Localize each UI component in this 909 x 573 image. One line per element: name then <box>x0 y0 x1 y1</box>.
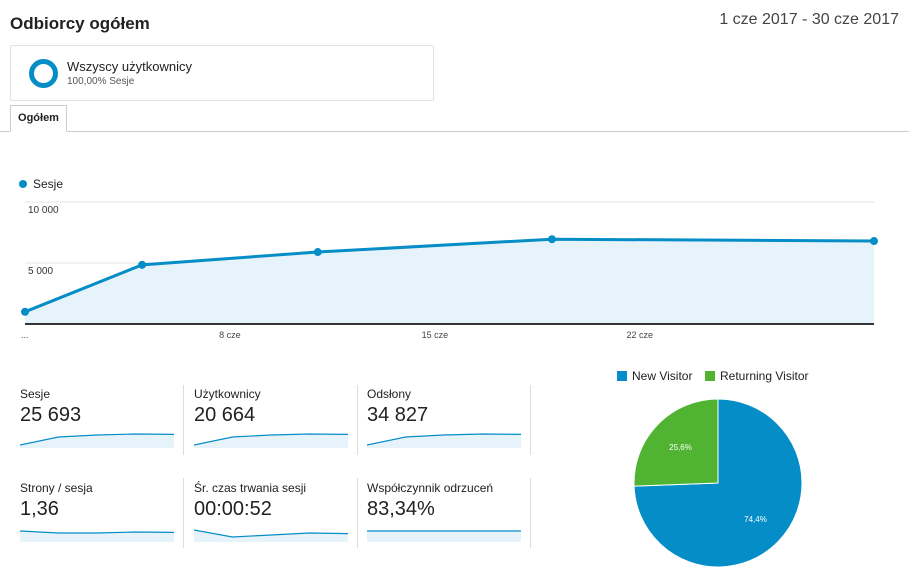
segment-name: Wszyscy użytkownicy <box>67 59 192 74</box>
metric-value: 83,34% <box>367 498 435 520</box>
metric-value: 1,36 <box>20 498 59 520</box>
x-tick-label: 8 cze <box>219 330 241 340</box>
metric-divider <box>530 478 531 548</box>
data-point <box>870 237 878 246</box>
sparkline-line <box>194 433 349 446</box>
sparkline-line <box>367 433 522 446</box>
metric-label: Współczynnik odrzuceń <box>367 481 494 495</box>
metric-label: Sesje <box>20 387 51 401</box>
pie-legend-new-label: New Visitor <box>632 369 693 383</box>
pie-slice <box>633 398 803 568</box>
sparkline-line <box>20 530 175 534</box>
metric-card[interactable]: Sesje 25 693 <box>20 387 194 469</box>
sparkline-fill <box>367 531 521 542</box>
data-point <box>21 307 29 316</box>
sparkline-line <box>20 433 175 446</box>
pie-legend-new: New Visitor <box>617 369 692 383</box>
sparkline <box>194 529 349 542</box>
donut-icon <box>29 59 58 88</box>
metric-value: 20 664 <box>194 404 256 426</box>
metric-label: Użytkownicy <box>194 387 261 401</box>
x-tick-label: ... <box>21 330 29 340</box>
metric-divider <box>183 385 184 455</box>
sparkline-fill <box>194 530 348 542</box>
pie-slice <box>633 398 719 487</box>
tab-overview[interactable]: Ogółem <box>10 105 67 132</box>
page-title: Odbiorcy ogółem <box>10 14 150 33</box>
swatch-new-icon <box>617 371 627 381</box>
sparkline-fill <box>367 434 521 448</box>
pie-legend-returning: Returning Visitor <box>705 369 809 383</box>
tab-divider <box>0 131 909 132</box>
visitor-pie-chart: 74,4% 25,6% <box>633 398 803 568</box>
pie-legend-returning-label: Returning Visitor <box>720 369 809 383</box>
legend-label: Sesje <box>33 177 64 191</box>
metric-label: Śr. czas trwania sesji <box>194 481 307 495</box>
data-point <box>138 260 147 269</box>
segment-card[interactable]: Wszyscy użytkownicy 100,00% Sesje <box>10 45 434 101</box>
chart-legend: Sesje <box>19 177 63 191</box>
metric-label: Odsłony <box>367 387 412 401</box>
data-point <box>313 248 322 257</box>
sparkline-fill <box>20 434 174 448</box>
pie-slice-label: 25,6% <box>669 443 692 452</box>
swatch-returning-icon <box>705 371 715 381</box>
sparkline-fill <box>20 531 174 542</box>
metric-card[interactable]: Odsłony 34 827 <box>367 387 541 469</box>
sparkline-line <box>194 529 349 538</box>
x-tick-label: 15 cze <box>422 330 449 340</box>
metric-divider <box>357 385 358 455</box>
metric-divider <box>530 385 531 455</box>
sparkline <box>367 433 522 448</box>
sparkline <box>20 530 175 542</box>
sessions-line-chart: 10 000 5 000... 8 cze 15 cze 22 cze <box>21 201 878 340</box>
data-point <box>547 235 556 244</box>
legend-dot-icon <box>19 180 27 188</box>
date-range-picker[interactable]: 1 cze 2017 - 30 cze 2017 <box>719 11 899 28</box>
segment-percent: 100,00% Sesje <box>67 76 135 87</box>
y-tick-label: 10 000 <box>28 205 59 216</box>
sparkline <box>367 530 521 542</box>
metric-value: 00:00:52 <box>194 498 272 520</box>
metric-label: Strony / sesja <box>20 481 93 495</box>
area-fill <box>25 239 874 324</box>
y-tick-label: 5 000 <box>28 266 53 277</box>
metric-card[interactable]: Użytkownicy 20 664 <box>194 387 368 469</box>
metric-card[interactable]: Współczynnik odrzuceń 83,34% <box>367 481 541 563</box>
metric-card[interactable]: Śr. czas trwania sesji 00:00:52 <box>194 481 368 563</box>
sparkline-fill <box>194 434 348 448</box>
pie-slice-label: 74,4% <box>744 515 767 524</box>
metric-value: 34 827 <box>367 404 429 426</box>
metric-value: 25 693 <box>20 404 82 426</box>
metric-card[interactable]: Strony / sesja 1,36 <box>20 481 194 563</box>
metric-divider <box>183 478 184 548</box>
sparkline <box>20 433 175 448</box>
sparkline <box>194 433 349 448</box>
metric-divider <box>357 478 358 548</box>
x-tick-label: 22 cze <box>627 330 654 340</box>
